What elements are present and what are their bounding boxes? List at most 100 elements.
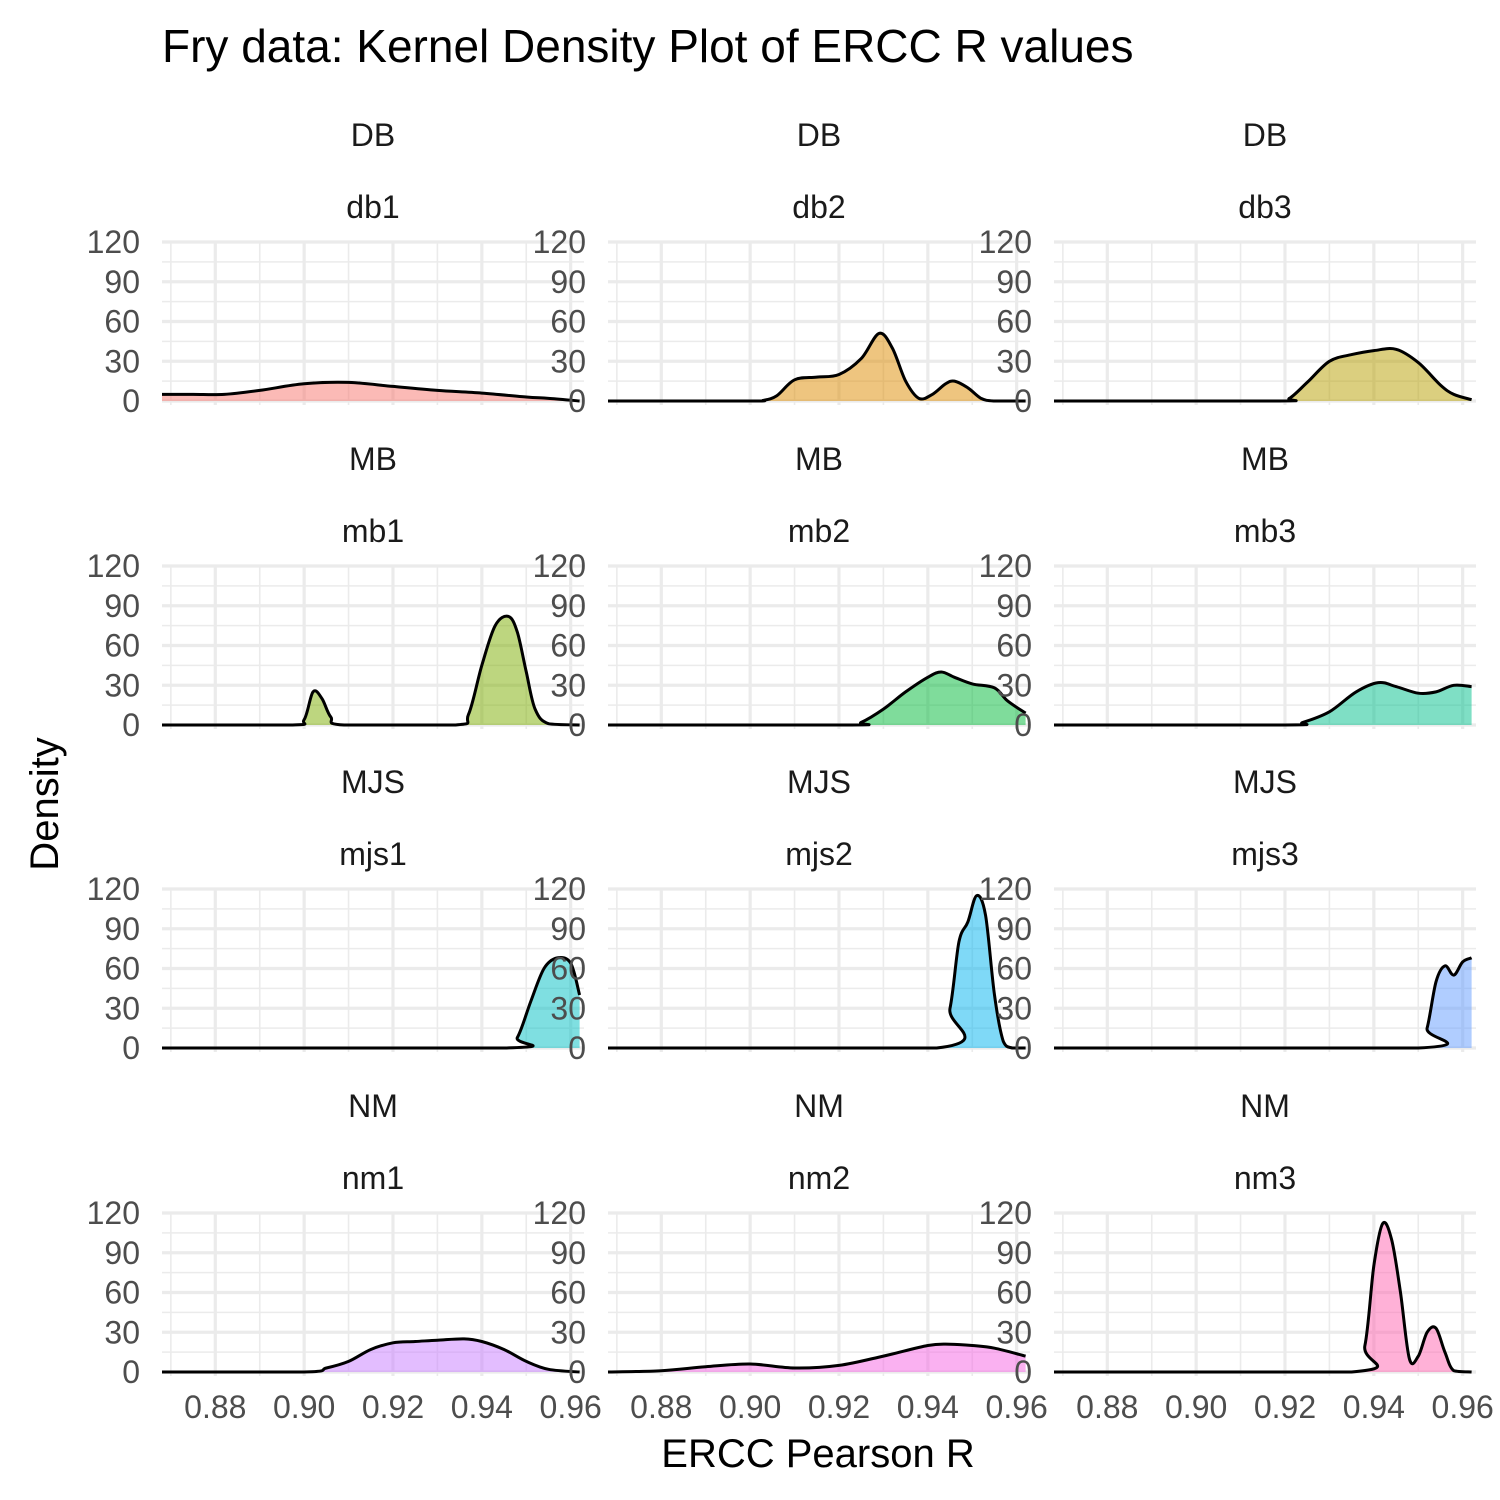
density-area-db2 xyxy=(608,333,1026,401)
x-tick-label: 0.92 xyxy=(808,1389,870,1425)
y-tick-label: 90 xyxy=(104,1235,140,1271)
strip-sample-label: db1 xyxy=(346,189,399,225)
density-line-mb3 xyxy=(1053,680,1472,727)
x-tick-label: 0.96 xyxy=(540,1389,602,1425)
x-tick-label: 0.88 xyxy=(184,1389,246,1425)
strip-group-label: MB xyxy=(349,441,397,477)
y-tick-label: 120 xyxy=(533,1195,586,1231)
x-tick-label: 0.90 xyxy=(273,1389,335,1425)
y-tick-label: 60 xyxy=(996,951,1032,987)
y-tick-label: 120 xyxy=(533,224,586,260)
y-tick-label: 0 xyxy=(1014,383,1032,419)
y-tick-label: 90 xyxy=(550,1235,586,1271)
x-tick-label: 0.90 xyxy=(719,1389,781,1425)
strip-group-label: NM xyxy=(794,1088,844,1124)
y-tick-label: 30 xyxy=(996,343,1032,379)
y-tick-label: 120 xyxy=(979,1195,1032,1231)
y-tick-label: 30 xyxy=(550,343,586,379)
density-line-nm2 xyxy=(607,1342,1026,1374)
density-line-mb1 xyxy=(161,614,580,727)
density-area-nm2 xyxy=(608,1344,1026,1372)
y-tick-label: 90 xyxy=(996,1235,1032,1271)
density-area-mjs3 xyxy=(1054,957,1472,1048)
y-tick-label: 0 xyxy=(568,1030,586,1066)
y-axis-title: Density xyxy=(23,737,67,870)
y-tick-label: 90 xyxy=(104,264,140,300)
x-tick-label: 0.94 xyxy=(451,1389,513,1425)
x-tick-label: 0.90 xyxy=(1165,1389,1227,1425)
y-tick-label: 120 xyxy=(979,548,1032,584)
density-area-mjs2 xyxy=(608,895,1026,1048)
y-tick-label: 0 xyxy=(1014,1030,1032,1066)
density-area-mb3 xyxy=(1054,682,1472,725)
y-tick-label: 120 xyxy=(979,224,1032,260)
density-line-db2 xyxy=(608,331,1026,403)
y-tick-label: 60 xyxy=(996,304,1032,340)
strip-sample-label: mjs1 xyxy=(339,836,407,872)
x-axis-title: ERCC Pearson R xyxy=(661,1432,974,1476)
density-line-nm1 xyxy=(162,1337,580,1374)
density-area-mb1 xyxy=(162,616,580,725)
y-tick-label: 90 xyxy=(550,264,586,300)
strip-sample-label: mb3 xyxy=(1234,513,1296,549)
strip-group-label: DB xyxy=(797,117,841,153)
y-tick-label: 30 xyxy=(996,667,1032,703)
y-tick-label: 0 xyxy=(568,707,586,743)
y-tick-label: 90 xyxy=(996,588,1032,624)
y-tick-label: 0 xyxy=(568,1354,586,1390)
y-tick-label: 90 xyxy=(550,588,586,624)
strip-group-label: NM xyxy=(348,1088,398,1124)
y-tick-label: 30 xyxy=(550,1314,586,1350)
y-tick-label: 90 xyxy=(996,911,1032,947)
y-tick-label: 60 xyxy=(104,304,140,340)
density-area-db1 xyxy=(162,382,580,401)
y-tick-label: 30 xyxy=(104,1314,140,1350)
y-tick-label: 120 xyxy=(533,548,586,584)
facet-panels: DBdb10306090120DBdb20306090120DBdb303060… xyxy=(87,117,1494,1425)
y-tick-label: 90 xyxy=(104,588,140,624)
y-tick-label: 60 xyxy=(996,628,1032,664)
density-area-nm1 xyxy=(162,1338,580,1372)
y-tick-label: 90 xyxy=(550,911,586,947)
y-tick-label: 0 xyxy=(568,383,586,419)
strip-group-label: MJS xyxy=(341,764,405,800)
y-tick-label: 120 xyxy=(979,871,1032,907)
strip-sample-label: mjs2 xyxy=(785,836,853,872)
y-tick-label: 90 xyxy=(104,911,140,947)
y-tick-label: 60 xyxy=(104,951,140,987)
strip-sample-label: db2 xyxy=(792,189,845,225)
y-tick-label: 30 xyxy=(550,667,586,703)
y-tick-label: 0 xyxy=(1014,707,1032,743)
y-tick-label: 60 xyxy=(550,628,586,664)
density-line-mjs3 xyxy=(1054,956,1473,1050)
chart-title: Fry data: Kernel Density Plot of ERCC R … xyxy=(162,20,1133,72)
y-tick-label: 30 xyxy=(104,343,140,379)
density-line-nm3 xyxy=(1054,1221,1472,1374)
strip-sample-label: nm3 xyxy=(1234,1160,1296,1196)
y-tick-label: 60 xyxy=(550,304,586,340)
density-line-db1 xyxy=(162,380,580,403)
y-tick-label: 60 xyxy=(550,1275,586,1311)
x-tick-label: 0.96 xyxy=(986,1389,1048,1425)
density-line-mjs2 xyxy=(608,893,1026,1050)
density-area-mb2 xyxy=(608,672,1026,725)
strip-sample-label: nm1 xyxy=(342,1160,404,1196)
x-tick-label: 0.94 xyxy=(897,1389,959,1425)
y-tick-label: 120 xyxy=(533,871,586,907)
y-tick-label: 120 xyxy=(87,548,140,584)
y-tick-label: 60 xyxy=(104,1275,140,1311)
strip-group-label: MB xyxy=(1241,441,1289,477)
y-tick-label: 30 xyxy=(996,1314,1032,1350)
strip-group-label: MJS xyxy=(1233,764,1297,800)
x-tick-label: 0.94 xyxy=(1343,1389,1405,1425)
density-line-db3 xyxy=(1054,347,1473,403)
x-tick-label: 0.96 xyxy=(1432,1389,1494,1425)
